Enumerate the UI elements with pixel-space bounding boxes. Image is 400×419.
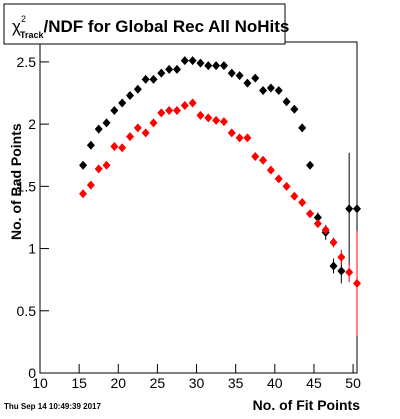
- x-tick-label: 10: [32, 375, 48, 391]
- marker: [94, 124, 103, 134]
- x-tick-label: 45: [306, 375, 322, 391]
- marker: [141, 128, 150, 138]
- marker: [180, 100, 189, 110]
- marker: [243, 78, 252, 88]
- marker: [165, 64, 174, 74]
- marker: [79, 160, 88, 170]
- marker: [259, 155, 268, 165]
- marker: [141, 74, 150, 84]
- marker: [219, 61, 228, 71]
- y-tick-label: 2: [28, 116, 36, 132]
- marker: [353, 278, 361, 288]
- marker: [157, 108, 166, 118]
- marker: [298, 198, 307, 208]
- marker: [290, 104, 299, 114]
- marker: [204, 113, 213, 123]
- timestamp: Thu Sep 14 10:49:39 2017: [4, 402, 101, 411]
- marker: [329, 261, 338, 271]
- marker: [243, 133, 252, 143]
- marker: [149, 74, 158, 84]
- marker: [345, 204, 354, 214]
- marker: [235, 133, 244, 143]
- marker: [94, 164, 103, 174]
- marker: [345, 267, 354, 277]
- y-tick-label: 2.5: [17, 54, 37, 70]
- x-axis-label: No. of Fit Points: [253, 397, 361, 413]
- marker: [282, 97, 291, 107]
- marker: [196, 110, 205, 120]
- marker: [86, 140, 95, 150]
- y-axis-label: No. of Bad Points: [8, 123, 24, 240]
- y-tick-label: 0.5: [17, 303, 37, 319]
- marker: [79, 189, 88, 199]
- marker: [204, 61, 213, 71]
- x-tick-label: 30: [189, 375, 205, 391]
- title-box: [3, 3, 286, 45]
- marker: [157, 68, 166, 78]
- marker: [298, 123, 307, 133]
- marker: [172, 105, 181, 115]
- marker: [133, 84, 142, 94]
- marker: [329, 237, 338, 247]
- marker: [353, 204, 361, 214]
- marker: [110, 105, 119, 115]
- marker: [188, 98, 197, 108]
- marker: [227, 68, 236, 78]
- x-tick-label: 35: [228, 375, 244, 391]
- x-tick-label: 50: [345, 375, 361, 391]
- marker: [126, 91, 135, 101]
- y-tick-label: 1: [28, 241, 36, 257]
- marker: [251, 151, 260, 161]
- marker: [133, 123, 142, 133]
- x-tick-label: 40: [267, 375, 283, 391]
- marker: [266, 165, 275, 175]
- marker: [212, 115, 221, 125]
- marker: [227, 128, 236, 138]
- marker: [149, 118, 158, 128]
- marker: [313, 219, 322, 229]
- marker: [172, 64, 181, 74]
- marker: [118, 143, 127, 153]
- marker: [321, 225, 330, 235]
- marker: [274, 174, 283, 184]
- marker: [126, 132, 135, 142]
- marker: [180, 56, 189, 66]
- marker: [235, 71, 244, 81]
- marker: [306, 160, 315, 170]
- marker: [110, 142, 119, 152]
- marker: [219, 117, 228, 127]
- marker: [188, 56, 197, 66]
- marker: [102, 118, 111, 128]
- x-tick-label: 20: [110, 375, 126, 391]
- marker: [306, 209, 315, 219]
- marker: [251, 73, 260, 83]
- marker: [313, 212, 322, 222]
- marker: [266, 83, 275, 93]
- marker: [102, 160, 111, 170]
- x-tick-label: 25: [150, 375, 166, 391]
- marker: [196, 58, 205, 68]
- y-tick-label: 1.5: [17, 178, 37, 194]
- marker: [118, 98, 127, 108]
- marker: [165, 105, 174, 115]
- marker: [212, 61, 221, 71]
- marker: [337, 266, 346, 276]
- x-tick-label: 15: [71, 375, 87, 391]
- y-tick-label: 0: [28, 365, 36, 381]
- chart-title: χ2 Track/NDF for Global Rec All NoHits: [12, 14, 289, 40]
- marker: [337, 252, 346, 262]
- marker: [274, 86, 283, 96]
- marker: [259, 86, 268, 96]
- marker: [290, 191, 299, 201]
- marker: [86, 180, 95, 190]
- marker: [282, 181, 291, 191]
